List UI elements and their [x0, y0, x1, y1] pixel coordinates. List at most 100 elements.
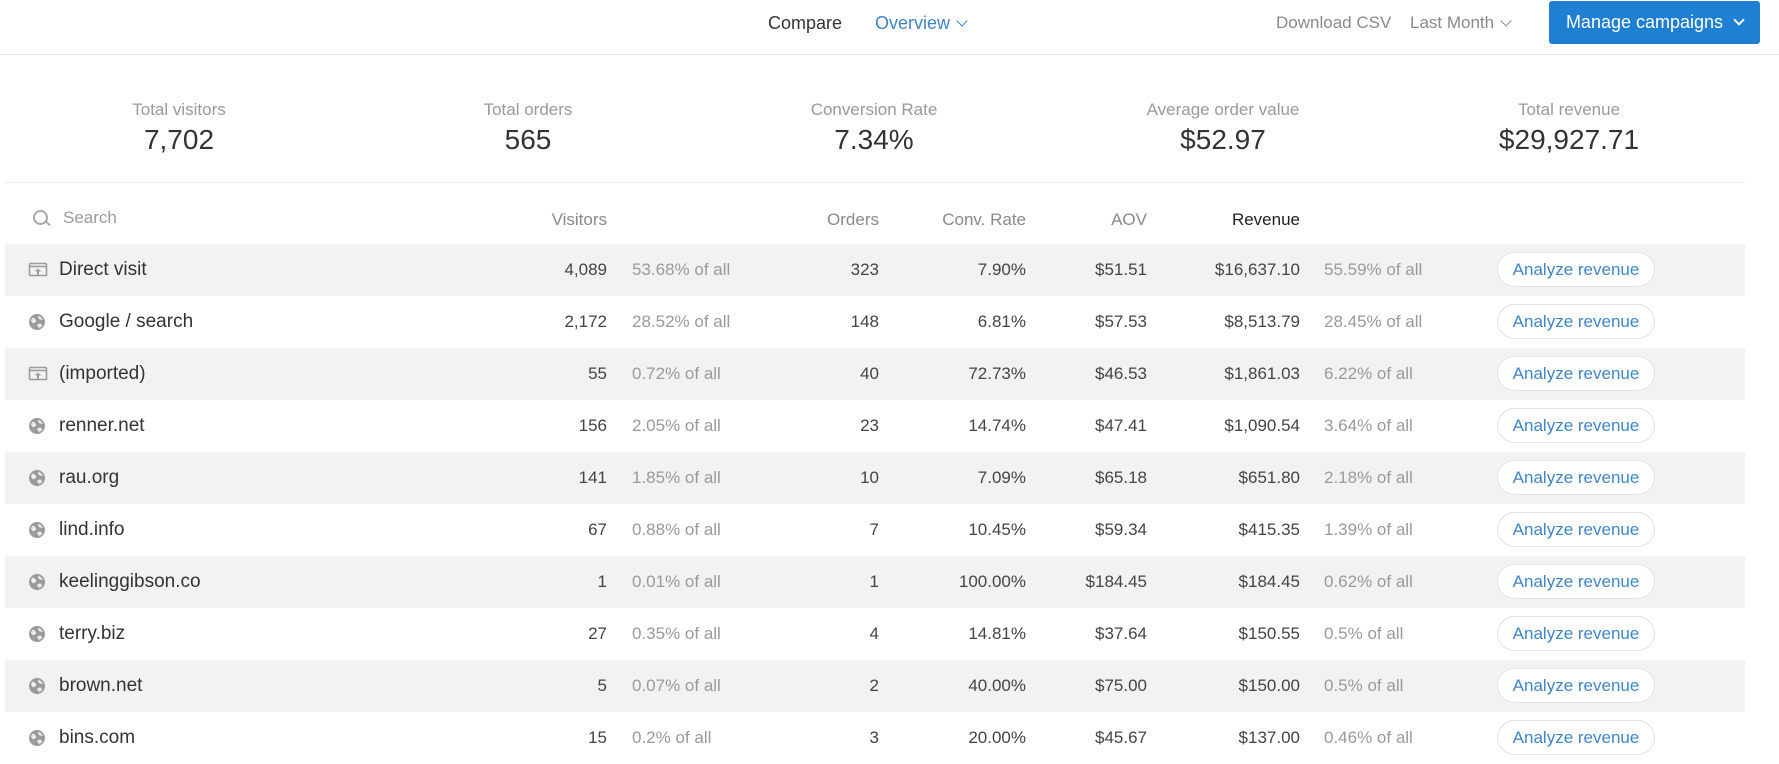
globe-icon — [28, 400, 48, 452]
analyze-revenue-button[interactable]: Analyze revenue — [1497, 668, 1655, 703]
globe-icon — [28, 296, 48, 348]
revenue-value: $1,090.54 — [1224, 416, 1300, 435]
revenue-percent: 55.59% of all — [1324, 260, 1423, 279]
table-row[interactable]: (imported) 55 0.72% of all 40 72.73% $46.53 $1… — [5, 348, 1745, 400]
revenue-value: $415.35 — [1238, 520, 1300, 539]
overview-dropdown[interactable]: Overview — [875, 0, 968, 46]
table-header: Visitors Orders Conv. Rate AOV Revenue — [5, 204, 1745, 238]
conv-rate-value: 72.73% — [968, 364, 1026, 383]
orders-value: 23 — [860, 416, 879, 435]
aov-value: $51.51 — [1095, 260, 1147, 279]
source-name: lind.info — [59, 519, 125, 540]
table-row[interactable]: terry.biz 27 0.35% of all 4 14.81% $37.64 $150… — [5, 608, 1745, 660]
visitors-percent: 28.52% of all — [632, 312, 731, 331]
revenue-value: $150.55 — [1238, 624, 1300, 643]
conv-rate-value: 7.09% — [977, 468, 1026, 487]
direct-visit-icon — [28, 244, 48, 296]
period-dropdown[interactable]: Last Month — [1410, 0, 1512, 46]
source-name: Google / search — [59, 311, 194, 332]
direct-visit-icon — [28, 348, 48, 400]
search-box[interactable] — [31, 208, 243, 228]
conv-rate-value: 40.00% — [968, 676, 1026, 695]
stat-label: Conversion Rate — [810, 100, 938, 119]
conv-rate-value: 14.74% — [968, 416, 1026, 435]
conv-rate-value: 100.00% — [958, 572, 1026, 591]
stat-label: Total revenue — [1517, 100, 1621, 119]
source-name: renner.net — [59, 415, 145, 436]
analyze-revenue-button[interactable]: Analyze revenue — [1497, 616, 1655, 651]
visitors-value: 15 — [588, 728, 607, 747]
aov-value: $47.41 — [1095, 416, 1147, 435]
aov-value: $45.67 — [1095, 728, 1147, 747]
analyze-revenue-button[interactable]: Analyze revenue — [1497, 356, 1655, 391]
visitors-value: 27 — [588, 624, 607, 643]
globe-icon — [28, 712, 48, 764]
visitors-percent: 0.88% of all — [632, 520, 721, 539]
conv-rate-value: 10.45% — [968, 520, 1026, 539]
stat-label: Total visitors — [132, 100, 226, 119]
orders-value: 4 — [869, 624, 879, 643]
stat-label: Average order value — [1146, 100, 1300, 119]
revenue-percent: 28.45% of all — [1324, 312, 1423, 331]
analyze-revenue-button[interactable]: Analyze revenue — [1497, 564, 1655, 599]
compare-link[interactable]: Compare — [768, 12, 843, 33]
visitors-value: 2,172 — [564, 312, 607, 331]
overview-label: Overview — [875, 12, 951, 33]
orders-value: 148 — [850, 312, 879, 331]
visitors-percent: 2.05% of all — [632, 416, 721, 435]
manage-campaigns-button[interactable]: Manage campaigns — [1549, 1, 1760, 44]
source-table-body: Direct visit 4,089 53.68% of all 323 7.90% $5… — [5, 244, 1745, 764]
globe-icon — [28, 608, 48, 660]
globe-icon — [28, 556, 48, 608]
analyze-revenue-button[interactable]: Analyze revenue — [1497, 460, 1655, 495]
source-name: Direct visit — [59, 259, 147, 280]
globe-icon — [28, 504, 48, 556]
stat-total-visitors: Total visitors 7,702 — [29, 100, 329, 156]
column-header-conv-rate[interactable]: Conv. Rate — [942, 210, 1026, 229]
column-header-aov[interactable]: AOV — [1111, 210, 1147, 229]
stat-value: 7.34% — [834, 124, 914, 155]
revenue-percent: 1.39% of all — [1324, 520, 1413, 539]
table-row[interactable]: renner.net 156 2.05% of all 23 14.74% $47.41 $… — [5, 400, 1745, 452]
table-row[interactable]: brown.net 5 0.07% of all 2 40.00% $75.00 $150.… — [5, 660, 1745, 712]
column-header-orders[interactable]: Orders — [827, 210, 879, 229]
search-input[interactable] — [63, 208, 243, 228]
stat-value: 565 — [504, 124, 552, 155]
orders-value: 2 — [869, 676, 879, 695]
analyze-revenue-button[interactable]: Analyze revenue — [1497, 304, 1655, 339]
analyze-revenue-button[interactable]: Analyze revenue — [1497, 512, 1655, 547]
table-row[interactable]: bins.com 15 0.2% of all 3 20.00% $45.67 $137.0… — [5, 712, 1745, 764]
revenue-percent: 3.64% of all — [1324, 416, 1413, 435]
revenue-value: $16,637.10 — [1214, 260, 1300, 279]
column-header-revenue[interactable]: Revenue — [1231, 210, 1300, 229]
source-name: (imported) — [59, 363, 146, 384]
source-name: bins.com — [59, 727, 136, 748]
aov-value: $46.53 — [1095, 364, 1147, 383]
analyze-revenue-button[interactable]: Analyze revenue — [1497, 720, 1655, 755]
orders-value: 323 — [850, 260, 879, 279]
table-row[interactable]: keelinggibson.co 1 0.01% of all 1 100.00% $18… — [5, 556, 1745, 608]
revenue-percent: 0.5% of all — [1324, 676, 1404, 695]
revenue-value: $184.45 — [1238, 572, 1300, 591]
visitors-value: 1 — [597, 572, 607, 591]
table-row[interactable]: Direct visit 4,089 53.68% of all 323 7.90% $5… — [5, 244, 1745, 296]
revenue-value: $1,861.03 — [1224, 364, 1300, 383]
table-row[interactable]: Google / search 2,172 28.52% of all 148 6.81… — [5, 296, 1745, 348]
table-row[interactable]: lind.info 67 0.88% of all 7 10.45% $59.34 $415… — [5, 504, 1745, 556]
column-header-visitors[interactable]: Visitors — [551, 210, 607, 229]
source-name: terry.biz — [59, 623, 126, 644]
stat-value: 7,702 — [143, 124, 215, 155]
stat-label: Total orders — [483, 100, 573, 119]
source-name: brown.net — [59, 675, 143, 696]
manage-campaigns-label: Manage campaigns — [1565, 12, 1724, 32]
analyze-revenue-button[interactable]: Analyze revenue — [1497, 252, 1655, 287]
visitors-value: 4,089 — [564, 260, 607, 279]
analyze-revenue-button[interactable]: Analyze revenue — [1497, 408, 1655, 443]
stat-conversion-rate: Conversion Rate 7.34% — [724, 100, 1024, 156]
download-csv-link[interactable]: Download CSV — [1276, 13, 1392, 32]
table-row[interactable]: rau.org 141 1.85% of all 10 7.09% $65.18 $651.… — [5, 452, 1745, 504]
revenue-value: $137.00 — [1238, 728, 1300, 747]
visitors-value: 5 — [597, 676, 607, 695]
orders-value: 10 — [860, 468, 879, 487]
chevron-down-icon — [1500, 14, 1512, 27]
